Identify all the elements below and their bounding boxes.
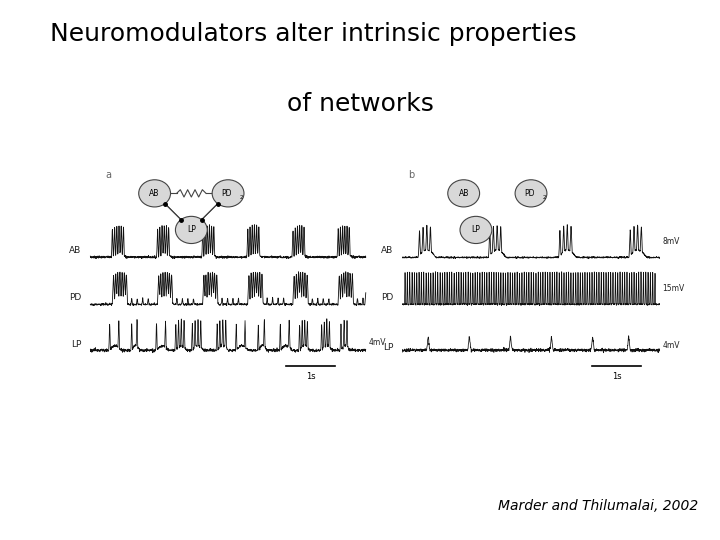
Text: LP: LP <box>472 225 480 234</box>
Text: 2: 2 <box>543 195 546 200</box>
Text: PD: PD <box>221 189 231 198</box>
Text: b: b <box>409 170 415 180</box>
Text: AB: AB <box>150 189 160 198</box>
Text: PD: PD <box>69 293 81 302</box>
Text: a: a <box>106 170 112 180</box>
Text: 15mV: 15mV <box>662 284 685 293</box>
Text: Marder and Thilumalai, 2002: Marder and Thilumalai, 2002 <box>498 499 698 513</box>
Text: 8mV: 8mV <box>662 237 680 246</box>
Text: Neuromodulators alter intrinsic properties: Neuromodulators alter intrinsic properti… <box>50 22 577 45</box>
Text: LP: LP <box>71 340 81 349</box>
Text: LP: LP <box>187 225 196 234</box>
Circle shape <box>448 180 480 207</box>
Circle shape <box>515 180 547 207</box>
Text: 4mV: 4mV <box>662 341 680 350</box>
Text: 1s: 1s <box>306 372 315 381</box>
Text: 4mV: 4mV <box>369 338 387 347</box>
Text: AB: AB <box>381 246 393 255</box>
Circle shape <box>212 180 244 207</box>
Text: 1s: 1s <box>612 372 621 381</box>
Circle shape <box>139 180 171 207</box>
Text: 2: 2 <box>240 195 243 200</box>
Circle shape <box>176 217 207 244</box>
Text: AB: AB <box>69 246 81 255</box>
Text: AB: AB <box>459 189 469 198</box>
Text: of networks: of networks <box>287 92 433 116</box>
Text: PD: PD <box>381 293 393 302</box>
Text: PD: PD <box>524 189 534 198</box>
Circle shape <box>460 217 492 244</box>
Text: LP: LP <box>383 343 393 352</box>
